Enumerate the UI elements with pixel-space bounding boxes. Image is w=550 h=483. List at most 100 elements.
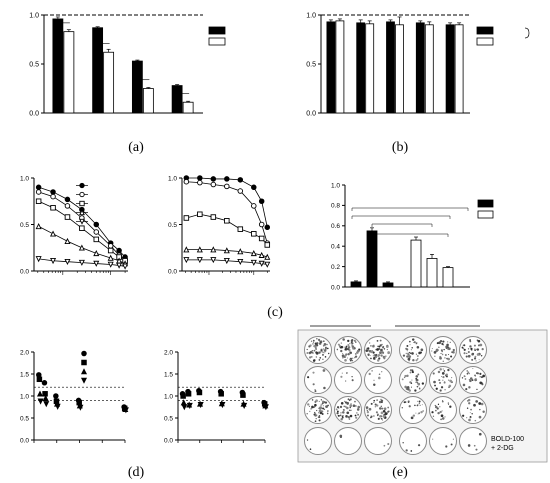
colony — [322, 353, 324, 356]
colony — [469, 345, 472, 348]
data-point — [224, 183, 230, 190]
colony — [410, 349, 412, 351]
colony — [340, 349, 343, 353]
colony — [466, 400, 469, 402]
colony — [338, 345, 341, 348]
data-point — [50, 205, 56, 211]
colony — [478, 359, 480, 361]
data-point — [122, 263, 129, 270]
colony — [408, 405, 411, 408]
colony — [383, 444, 386, 447]
colony — [325, 405, 328, 409]
colony — [315, 348, 317, 350]
colony — [405, 352, 408, 355]
colony — [468, 373, 470, 375]
colony — [336, 406, 340, 409]
colony — [448, 386, 450, 389]
colony — [416, 345, 420, 349]
panel-c-hctr: 0.0 0.5 1.0 — [168, 175, 271, 275]
colony — [373, 401, 375, 403]
colony — [322, 358, 324, 360]
colony — [347, 344, 350, 347]
colony — [311, 356, 313, 358]
data-point — [186, 402, 193, 409]
colony — [315, 399, 318, 402]
legend-marker — [79, 200, 85, 207]
bar-hct116 — [171, 85, 183, 114]
colony — [377, 354, 381, 357]
colony — [467, 354, 471, 358]
colony — [475, 448, 478, 451]
colony — [322, 348, 325, 350]
colony — [442, 376, 445, 379]
colony — [306, 352, 309, 354]
data-point — [50, 189, 56, 195]
colony — [320, 399, 323, 401]
data-point — [197, 175, 203, 181]
colony — [307, 376, 310, 379]
colony — [434, 404, 436, 407]
colony — [347, 398, 350, 400]
data-point — [181, 404, 188, 411]
colony — [476, 353, 480, 356]
colony — [380, 354, 383, 357]
colony — [439, 410, 442, 414]
colony — [370, 345, 372, 347]
data-point — [210, 176, 217, 182]
colony — [468, 418, 471, 422]
colony — [319, 411, 323, 415]
colony — [473, 344, 476, 347]
bar-hctr — [442, 267, 454, 288]
colony — [374, 354, 378, 357]
colony — [378, 373, 381, 375]
colony — [381, 350, 384, 353]
colony — [354, 400, 356, 403]
panel-label-b: (b) — [392, 140, 409, 155]
colony — [473, 357, 477, 360]
colony — [346, 406, 349, 410]
colony — [314, 389, 316, 391]
colony — [434, 384, 436, 387]
data-point — [237, 177, 244, 183]
colony — [419, 387, 421, 389]
colony — [461, 377, 464, 379]
colony — [466, 352, 468, 355]
colony — [368, 407, 372, 411]
legend-swatch — [208, 26, 226, 35]
colony — [416, 385, 419, 388]
colony — [402, 442, 404, 444]
colony — [374, 406, 377, 408]
colony — [452, 348, 455, 352]
data-point — [237, 226, 244, 232]
colony — [354, 414, 357, 417]
colony — [469, 379, 472, 383]
data-point — [237, 188, 244, 194]
colony — [322, 407, 325, 410]
bar-hctr — [410, 239, 422, 288]
colony — [476, 339, 479, 341]
colony — [467, 444, 471, 447]
colony — [417, 382, 421, 386]
bar-hct116 — [366, 230, 378, 288]
colony — [385, 355, 387, 357]
data-point — [223, 247, 230, 254]
colony — [336, 348, 339, 351]
row-label: + 2-DG — [491, 445, 514, 452]
colony — [402, 354, 406, 357]
data-point — [35, 223, 42, 230]
colony — [403, 376, 406, 379]
colony — [417, 373, 420, 376]
colony — [340, 342, 342, 344]
colony — [326, 412, 329, 415]
bar-hct116 — [386, 21, 395, 114]
colony — [340, 402, 344, 405]
colony — [462, 414, 465, 417]
colony — [479, 381, 483, 385]
colony — [476, 348, 480, 351]
colony — [378, 400, 382, 404]
colony — [405, 449, 408, 452]
data-point — [35, 189, 42, 195]
colony — [475, 360, 477, 362]
colony — [469, 340, 472, 343]
colony — [346, 401, 349, 405]
